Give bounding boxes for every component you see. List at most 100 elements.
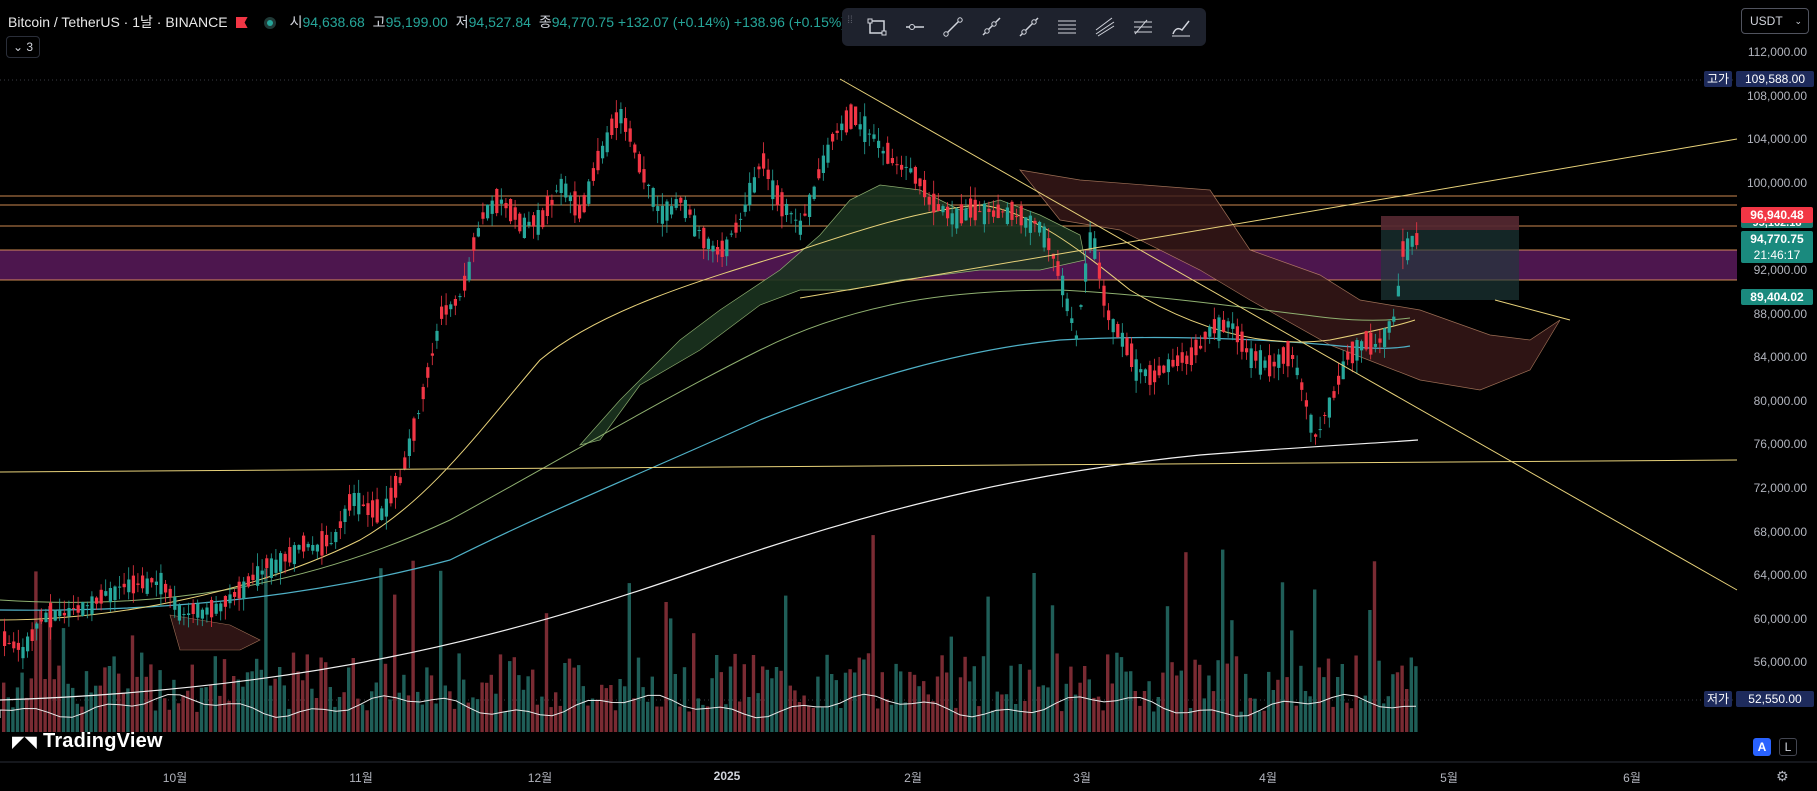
candle-body [946, 206, 950, 219]
time-axis-label: 12월 [527, 771, 553, 785]
candle-body [256, 566, 260, 586]
candle-body [656, 206, 660, 211]
candle-body [191, 603, 195, 614]
volume-bar [337, 697, 342, 732]
candle-body [1079, 305, 1083, 307]
volume-bar [1101, 710, 1105, 732]
volume-bar [1216, 660, 1220, 732]
volume-bar [1285, 677, 1289, 732]
candle-body [325, 534, 329, 547]
candle-body [1268, 355, 1272, 377]
candle-body [1318, 429, 1322, 431]
candle-body [955, 208, 959, 229]
horizontal-ray-icon[interactable] [898, 12, 932, 42]
candle-body [26, 636, 30, 652]
candle-body [693, 215, 697, 237]
candle-body [1015, 216, 1019, 218]
flag-icon[interactable] [235, 17, 248, 28]
log-scale-button[interactable]: L [1779, 738, 1797, 756]
volume-bar [61, 628, 66, 732]
candle-body [1038, 221, 1042, 233]
candle-body [518, 213, 522, 232]
candle-body [486, 204, 490, 219]
volume-bar [1377, 660, 1381, 732]
candle-body [568, 195, 572, 202]
gear-icon[interactable]: ⚙ [1776, 768, 1789, 784]
volume-bar [1023, 701, 1027, 732]
candle-body [210, 600, 214, 618]
currency-select[interactable]: USDT ⌄ [1741, 8, 1809, 34]
moving-averages [0, 204, 1419, 701]
volume-bar [544, 613, 549, 732]
extended-line-icon[interactable] [1012, 12, 1046, 42]
auto-scale-button[interactable]: A [1753, 738, 1771, 756]
candle-body [637, 154, 641, 173]
volume-bar [181, 695, 185, 732]
candle-body [154, 581, 158, 585]
candle-body [1084, 263, 1088, 282]
candle-body [587, 181, 591, 204]
candle-body [1024, 217, 1028, 228]
trend-line-icon[interactable] [936, 12, 970, 42]
volume-bar [1064, 683, 1068, 732]
candle-body [481, 212, 485, 219]
fib-retracement-icon[interactable] [1126, 12, 1160, 42]
symbol-header: Bitcoin / TetherUS · 1날 · BINANCE 시94,638… [8, 12, 846, 32]
volume-bar [1092, 697, 1096, 732]
candle-body [1185, 355, 1189, 364]
candle-body [352, 493, 356, 506]
volume-bar [494, 693, 498, 732]
candle-body [1166, 359, 1170, 373]
tradingview-logo[interactable]: ◤◥ TradingView [12, 730, 163, 753]
volume-bar [1299, 665, 1303, 732]
candle-body [380, 508, 384, 520]
candle-body [614, 112, 618, 128]
volume-bar [57, 665, 61, 732]
candle-body [403, 457, 407, 469]
volume-bar [1142, 691, 1147, 732]
volume-bar [1133, 691, 1137, 732]
candle-body [959, 204, 963, 224]
parallel-channel-icon[interactable] [1088, 12, 1122, 42]
candle-body [950, 213, 954, 225]
candle-body [1272, 361, 1276, 367]
candle-body [591, 168, 595, 181]
volume-bar [480, 682, 484, 732]
volume-bar [84, 671, 89, 732]
candle-body [458, 296, 462, 298]
candle-body [766, 169, 770, 179]
drag-handle-icon[interactable]: ⁞⁞ [847, 15, 853, 26]
high-marker-value: 109,588.00 [1736, 71, 1814, 87]
candle-body [743, 204, 747, 212]
volume-bar [1221, 549, 1225, 732]
volume-bar [751, 655, 756, 732]
candle-body [1208, 326, 1212, 337]
volume-bar [802, 695, 806, 732]
volume-bar [784, 595, 788, 732]
volume-bar [1004, 694, 1009, 732]
candle-body [1107, 310, 1111, 321]
candle-body [1346, 351, 1350, 360]
candle-body [39, 619, 43, 622]
volume-bar [121, 692, 125, 732]
volume-bar [761, 666, 765, 732]
volume-bar [581, 686, 585, 732]
volume-bar [1308, 696, 1312, 732]
candle-body [200, 609, 204, 619]
candle-body [688, 209, 692, 215]
symbol-title[interactable]: Bitcoin / TetherUS · 1날 · BINANCE [8, 14, 228, 30]
candle-body [292, 545, 296, 565]
volume-bar [1184, 552, 1188, 732]
candle-body [1410, 235, 1414, 247]
candle-body [1176, 355, 1180, 366]
candle-body [1327, 397, 1331, 418]
user-drawings[interactable] [0, 78, 1738, 591]
volume-bar [1257, 711, 1262, 732]
ray-icon[interactable] [974, 12, 1008, 42]
rectangle-icon[interactable] [860, 12, 894, 42]
brush-icon[interactable] [1164, 12, 1198, 42]
horizontal-lines-icon[interactable] [1050, 12, 1084, 42]
candle-body [821, 155, 825, 173]
indicators-toggle-button[interactable]: ⌄ 3 [6, 36, 40, 58]
